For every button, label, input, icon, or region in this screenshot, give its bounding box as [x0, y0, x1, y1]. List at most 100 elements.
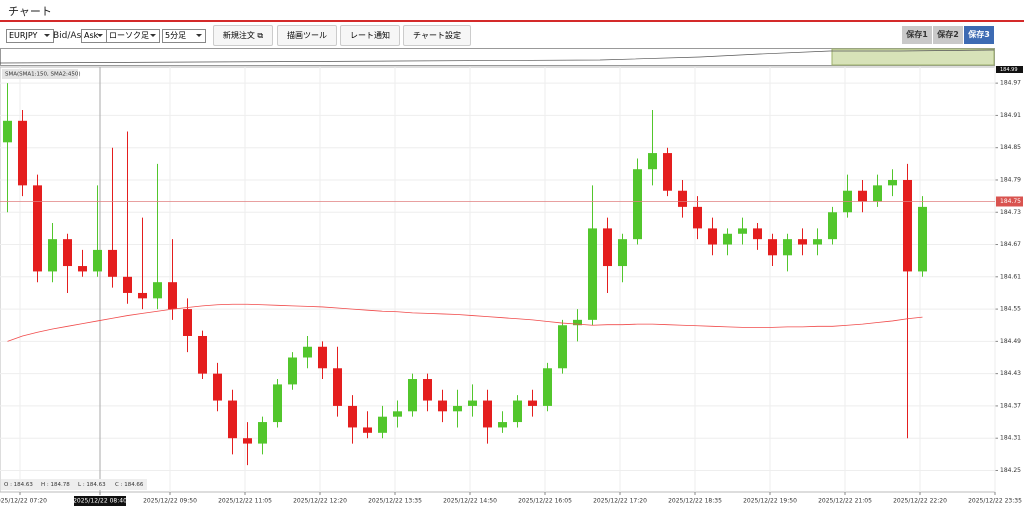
- candle-body: [783, 239, 792, 256]
- candle-body: [333, 368, 342, 406]
- candle-body: [198, 335, 207, 374]
- candle-body: [423, 379, 432, 401]
- y-tick-label: 184.67: [1000, 241, 1021, 248]
- candle-body: [723, 233, 732, 245]
- candle-body: [303, 346, 312, 358]
- ohlc-readout: H : 184.78: [41, 482, 70, 488]
- candle-body: [288, 357, 297, 385]
- ohlc-readout: C : 184.66: [115, 482, 144, 488]
- candle-body: [873, 185, 882, 202]
- candle-body: [48, 239, 57, 272]
- page-title: チャート: [8, 5, 52, 18]
- bidask-label: Bid/Ask: [53, 31, 87, 41]
- x-tick-label: 2025/12/22 16:05: [518, 498, 572, 505]
- candle-body: [168, 282, 177, 310]
- candle-body: [348, 405, 357, 428]
- save-button[interactable]: 保存1: [902, 26, 932, 44]
- candle-body: [858, 190, 867, 202]
- x-tick-label: 2025/12/22 09:50: [143, 498, 197, 505]
- candle-body: [18, 120, 27, 186]
- x-tick-label: 2025/12/22 23:35: [968, 498, 1022, 505]
- candle-body: [903, 179, 912, 272]
- candle-body: [363, 427, 372, 433]
- candle-body: [828, 212, 837, 240]
- x-tick-label: 2025/12/22 18:35: [668, 498, 722, 505]
- candle-body: [918, 206, 927, 272]
- x-tick-label: 2025/12/22 11:05: [218, 498, 272, 505]
- period-select[interactable]: 5分足: [162, 29, 206, 43]
- candle-body: [393, 411, 402, 417]
- candle-body: [273, 384, 282, 423]
- type-select[interactable]: ローソク足: [106, 29, 160, 43]
- save-button[interactable]: 保存3: [964, 26, 994, 44]
- title-bar: チャート: [0, 0, 1024, 22]
- candle-body: [543, 368, 552, 406]
- x-tick-label: 2025/12/22 22:20: [893, 498, 947, 505]
- candle-body: [258, 422, 267, 444]
- legend-bg: [2, 69, 78, 79]
- plot-area: [0, 66, 996, 493]
- y-tick-label: 184.79: [1000, 176, 1021, 183]
- crosshair-label-bg: [74, 496, 126, 506]
- crosshair-label: 2025/12/22 08:40: [73, 498, 127, 505]
- y-tick-label: 184.31: [1000, 435, 1021, 442]
- candle-body: [123, 276, 132, 293]
- candle-body: [498, 422, 507, 428]
- y-tick-label: 184.91: [1000, 112, 1021, 119]
- candle-body: [663, 153, 672, 191]
- x-tick-label: 2025/12/22 19:50: [743, 498, 797, 505]
- candle-body: [3, 120, 12, 143]
- candle-body: [738, 228, 747, 234]
- x-tick-label: 2025/12/22 14:50: [443, 498, 497, 505]
- x-tick-label: 2025/12/22 21:05: [818, 498, 872, 505]
- candle-body: [93, 249, 102, 272]
- candle-body: [573, 319, 582, 326]
- current-price-bg: [996, 196, 1023, 207]
- candle-body: [378, 416, 387, 433]
- x-tick-label: 2025/12/22 13:35: [368, 498, 422, 505]
- candle-body: [558, 325, 567, 369]
- candle-body: [453, 405, 462, 412]
- y-tick-label: 184.37: [1000, 402, 1021, 409]
- candle-body: [708, 228, 717, 245]
- candle-body: [108, 249, 117, 277]
- candle-body: [63, 239, 72, 267]
- candle-body: [888, 179, 897, 186]
- button[interactable]: チャート設定: [403, 25, 471, 46]
- candle-body: [183, 309, 192, 336]
- candle-body: [618, 239, 627, 267]
- candle-body: [753, 228, 762, 240]
- candle-body: [693, 206, 702, 229]
- side-select[interactable]: Ask: [81, 29, 107, 43]
- button[interactable]: レート通知: [340, 25, 400, 46]
- y-tick-label: 184.25: [1000, 467, 1021, 474]
- candle-body: [408, 379, 417, 412]
- candle-body: [33, 185, 42, 272]
- symbol-select[interactable]: EURJPY: [6, 29, 54, 43]
- y-tick-label: 184.43: [1000, 370, 1021, 377]
- top-price-bg: [996, 66, 1023, 73]
- ohlc-readout: O : 184.63: [4, 482, 33, 488]
- button[interactable]: 描画ツール: [277, 25, 337, 46]
- candle-body: [633, 169, 642, 240]
- candle-body: [438, 400, 447, 412]
- ohlc-readout: L : 184.63: [78, 482, 106, 488]
- candle-body: [528, 400, 537, 406]
- y-tick-label: 184.73: [1000, 209, 1021, 216]
- candle-body: [468, 400, 477, 406]
- candle-body: [153, 282, 162, 299]
- candle-body: [513, 400, 522, 423]
- candle-body: [648, 153, 657, 170]
- ohlc-bg: [1, 479, 147, 490]
- x-tick-label: 2025/12/22 12:20: [293, 498, 347, 505]
- button[interactable]: 新規注文 ⧉: [213, 25, 273, 46]
- y-tick-label: 184.49: [1000, 338, 1021, 345]
- x-tick-label: 2025/12/22 07:20: [0, 498, 47, 505]
- y-tick-label: 184.97: [1000, 80, 1021, 87]
- y-tick-label: 184.61: [1000, 273, 1021, 280]
- candle-body: [483, 400, 492, 428]
- save-button[interactable]: 保存2: [933, 26, 963, 44]
- top-price-label: 184.99: [1000, 67, 1018, 73]
- current-price-label: 184.75: [1000, 198, 1021, 205]
